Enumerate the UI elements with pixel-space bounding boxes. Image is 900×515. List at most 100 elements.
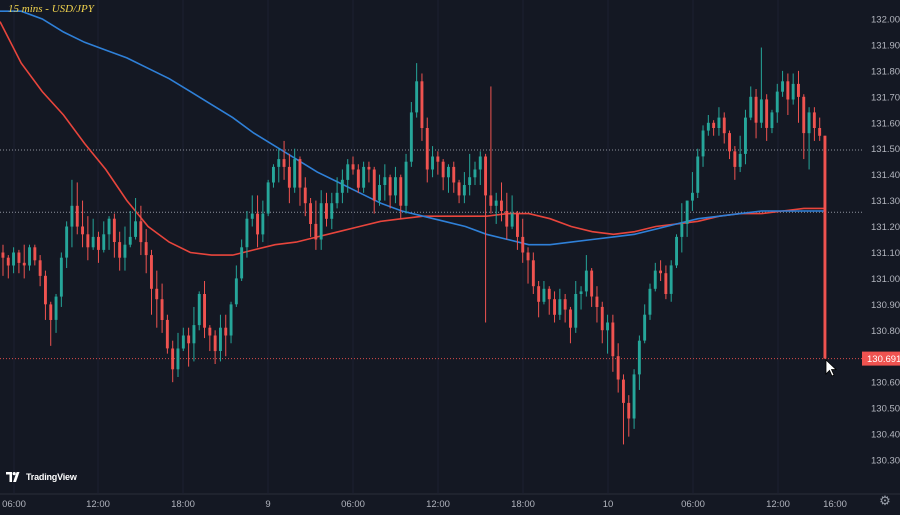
candle [494,192,498,224]
candle [738,135,742,173]
candle-body [38,260,42,276]
candle [425,117,429,183]
candle [362,161,366,193]
price-tick-label: 131.700 [871,92,900,103]
candle-body [436,156,440,162]
candle-body [404,161,408,206]
candle [383,164,387,201]
candle [574,281,578,333]
candle-body [155,288,159,300]
tradingview-logo[interactable]: TradingView [6,471,77,483]
candle [399,174,403,219]
candle-body [181,335,185,349]
candle-body [500,200,503,211]
candle-body [367,166,371,170]
candle [765,94,769,141]
candle-body [659,270,662,274]
candle [208,325,212,352]
candle-body [399,177,403,206]
candle-body [266,182,270,214]
price-tick-label: 130.500 [871,404,900,415]
candle-body [287,166,291,188]
candle [728,130,731,160]
candle [452,161,456,193]
candle-body [362,166,366,188]
candle [505,192,509,240]
candle [759,47,763,128]
price-tick-label: 130.800 [871,326,900,337]
candle [54,293,58,333]
price-tick-label: 131.600 [871,118,900,129]
candle-body [547,288,551,300]
candle [712,120,716,136]
candle [298,156,302,206]
candle [325,192,328,227]
candle-body [378,185,381,201]
candle-body [176,348,180,370]
price-tag-label: 130.691 [867,354,900,365]
candle-body [123,244,127,258]
candle [420,73,424,141]
candle-body [6,257,10,266]
candle-body [330,203,334,219]
gear-icon[interactable]: ⚙ [879,493,891,508]
candle-body [314,223,318,240]
candle [802,94,806,160]
candle-body [245,218,249,248]
candle-body [749,96,753,118]
candle-body [208,327,212,336]
time-tick-label: 12:00 [86,499,110,510]
candle-body [447,166,450,178]
candle-body [521,236,525,253]
candle-body [160,299,164,320]
time-axis[interactable]: 06:00 12:00 18:00 9 06:00 12:00 18:00 10 06:00 12… [2,499,847,510]
candle [44,270,47,320]
time-tick-label: 12:00 [426,499,450,510]
candle-body [139,221,143,243]
candle-body [781,81,784,92]
candle-body [744,117,747,154]
candle-body [150,255,153,289]
candle-body [786,81,790,100]
candle-body [648,288,652,315]
candle-body [197,294,201,326]
candle [38,255,42,287]
candle-body [664,273,668,294]
cursor-icon [825,359,838,377]
candle-body [112,218,116,242]
candle [691,172,694,211]
candle-body [590,270,594,297]
candle [807,107,811,170]
candle-body [505,211,509,227]
candle [272,164,275,188]
candle-body [452,166,456,183]
price-tick-label: 131.000 [871,274,900,285]
candle [187,327,191,367]
candle [303,177,307,217]
candle-body [298,159,302,188]
price-tick-label: 131.300 [871,196,900,207]
candle [489,86,493,214]
candle [394,166,397,204]
candle [791,73,795,105]
candle [404,153,408,214]
candle [770,109,774,134]
candle [176,332,180,377]
price-axis[interactable]: 132.000 131.900 131.800 131.700 131.600 131.5… [871,15,900,467]
candle-body [171,348,175,370]
candle [213,330,217,365]
candle-body [526,252,530,261]
candle [526,247,530,284]
candle [680,203,684,253]
candle-body [706,122,710,131]
candle-body [759,99,763,123]
candle-body [107,218,111,235]
candle [144,229,148,274]
price-tick-label: 131.800 [871,66,900,77]
candle [171,340,175,383]
candle [415,63,419,118]
candle-body [356,169,360,188]
candle [754,89,758,139]
